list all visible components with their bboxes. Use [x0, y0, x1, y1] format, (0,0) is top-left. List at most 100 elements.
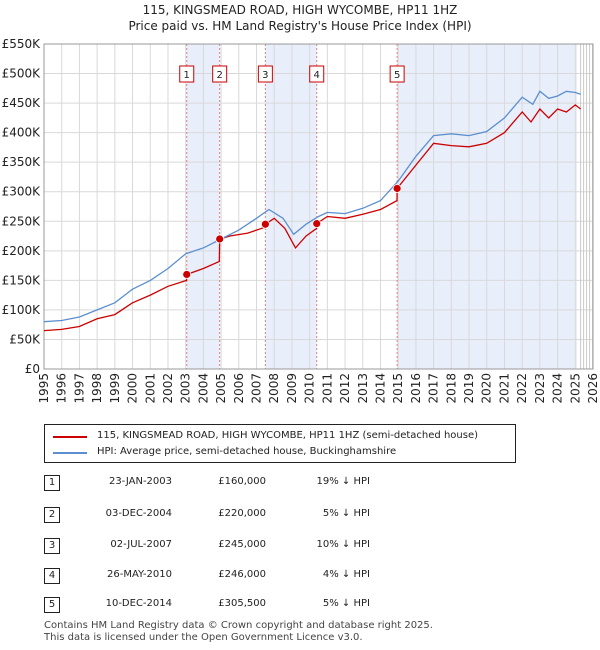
shaded-period: [265, 44, 317, 369]
series-lines: [43, 90, 581, 332]
y-tick-label: £450K: [2, 96, 42, 110]
x-tick-label: 2000: [126, 373, 140, 404]
x-tick-label: 2025: [568, 373, 582, 404]
chart-subtitle: Price paid vs. HM Land Registry's House …: [128, 19, 472, 33]
x-tick-label: 2014: [373, 373, 387, 404]
x-tick-label: 2010: [303, 373, 317, 404]
transaction-hpi-diff: 19% ↓ HPI: [316, 476, 370, 487]
transaction-row: 2 03-DEC-2004 £220,000 5% ↓ HPI: [0, 506, 600, 526]
transaction-date: 02-JUL-2007: [110, 539, 172, 550]
sale-point: [392, 184, 402, 193]
legend: 115, KINGSMEAD ROAD, HIGH WYCOMBE, HP11 …: [44, 424, 516, 463]
x-tick-label: 2008: [267, 373, 281, 404]
transaction-row: 1 23-JAN-2003 £160,000 19% ↓ HPI: [0, 474, 600, 494]
x-tick-label: 2026: [586, 373, 600, 404]
sale-point: [215, 234, 225, 244]
legend-label-property: 115, KINGSMEAD ROAD, HIGH WYCOMBE, HP11 …: [97, 430, 478, 441]
transaction-hpi-diff: 5% ↓ HPI: [322, 508, 370, 519]
sale-point: [182, 270, 192, 279]
footer: Contains HM Land Registry data © Crown c…: [44, 620, 433, 644]
x-tick-label: 1997: [72, 373, 86, 404]
sale-label: 2: [216, 70, 222, 81]
sale-label: 5: [394, 70, 400, 81]
x-tick-label: 1999: [108, 373, 122, 404]
x-tick-label: 2006: [232, 373, 246, 404]
y-tick-label: £350K: [2, 155, 42, 169]
x-tick-label: 2015: [391, 373, 405, 404]
transaction-number: 3: [44, 538, 60, 554]
transaction-number: 2: [44, 507, 60, 523]
sale-markers: 1 2 3 4 5: [179, 65, 405, 279]
y-tick-label: £150K: [2, 273, 42, 287]
legend-swatch-hpi: [53, 452, 87, 454]
transaction-price: £305,500: [218, 598, 266, 609]
sale-label-box: [257, 65, 273, 83]
y-tick-label: £400K: [2, 126, 42, 140]
transaction-row: 5 10-DEC-2014 £305,500 5% ↓ HPI: [0, 596, 600, 616]
transaction-date: 23-JAN-2003: [108, 476, 172, 487]
sale-point: [312, 219, 322, 229]
sale-label: 3: [262, 70, 268, 81]
y-axis-labels: £0 £50K £100K £150K £200K £250K £300K £350K £400…: [2, 37, 42, 376]
sale-label-box: [309, 65, 325, 83]
x-tick-label: 2005: [214, 373, 228, 404]
transaction-price: £245,000: [218, 539, 266, 550]
grid-lines: [43, 43, 594, 370]
x-tick-label: 2020: [480, 373, 494, 404]
x-tick-label: 2018: [444, 373, 458, 404]
transaction-date: 26-MAY-2010: [106, 569, 172, 580]
transaction-hpi-diff: 5% ↓ HPI: [322, 598, 370, 609]
x-tick-label: 2013: [356, 373, 370, 404]
sale-label-box: [389, 65, 405, 83]
x-tick-label: 2021: [497, 373, 511, 404]
x-tick-label: 1996: [55, 373, 69, 404]
price-chart: £0 £50K £100K £150K £200K £250K £300K £350K £400…: [2, 37, 600, 404]
x-tick-label: 1998: [90, 373, 104, 404]
transaction-number: 4: [44, 568, 60, 584]
x-tick-label: 2024: [551, 373, 565, 404]
x-tick-label: 2019: [462, 373, 476, 404]
x-tick-label: 1995: [37, 373, 51, 404]
y-tick-label: £550K: [2, 37, 42, 51]
transaction-hpi-diff: 10% ↓ HPI: [316, 539, 370, 550]
transaction-date: 10-DEC-2014: [105, 598, 172, 609]
sale-label: 1: [184, 70, 190, 81]
x-tick-label: 2011: [320, 373, 334, 404]
y-tick-label: £50K: [9, 332, 41, 346]
shaded-periods: [186, 44, 578, 369]
x-axis-labels: 1995 1996 1997 1998 1999 2000 2001 2002 2003 2004…: [37, 373, 600, 404]
footer-license: This data is licensed under the Open Gov…: [44, 632, 363, 643]
x-tick-label: 2007: [250, 373, 264, 404]
chart-title: 115, KINGSMEAD ROAD, HIGH WYCOMBE, HP11 …: [142, 3, 458, 17]
transaction-row: 4 26-MAY-2010 £246,000 4% ↓ HPI: [0, 567, 600, 587]
sale-label-box: [212, 65, 228, 83]
transaction-number: 5: [44, 597, 60, 613]
hpi-line: [43, 90, 581, 323]
y-tick-label: £250K: [2, 214, 42, 228]
transaction-row: 3 02-JUL-2007 £245,000 10% ↓ HPI: [0, 537, 600, 557]
legend-swatch-property: [53, 436, 87, 438]
x-tick-label: 2022: [515, 373, 529, 404]
transaction-number: 1: [44, 475, 60, 491]
transaction-price: £246,000: [218, 569, 266, 580]
y-tick-label: £500K: [2, 67, 42, 81]
x-tick-label: 2012: [338, 373, 352, 404]
property-price-line: [43, 104, 581, 332]
x-tick-label: 2016: [409, 373, 423, 404]
transaction-hpi-diff: 4% ↓ HPI: [322, 569, 370, 580]
transaction-price: £220,000: [218, 508, 266, 519]
plot-frame: [43, 43, 594, 370]
sale-label-box: [179, 65, 195, 83]
y-tick-label: £300K: [2, 185, 42, 199]
y-tick-label: £0: [25, 362, 40, 376]
sale-label: 4: [314, 70, 320, 81]
x-tick-label: 2009: [285, 373, 299, 404]
sale-point: [260, 219, 270, 229]
x-tick-label: 2003: [179, 373, 193, 404]
y-tick-label: £100K: [2, 303, 42, 317]
x-tick-label: 2001: [143, 373, 157, 404]
x-tick-label: 2002: [161, 373, 175, 404]
transaction-date: 03-DEC-2004: [105, 508, 172, 519]
y-tick-label: £200K: [2, 244, 42, 258]
x-tick-label: 2017: [427, 373, 441, 404]
